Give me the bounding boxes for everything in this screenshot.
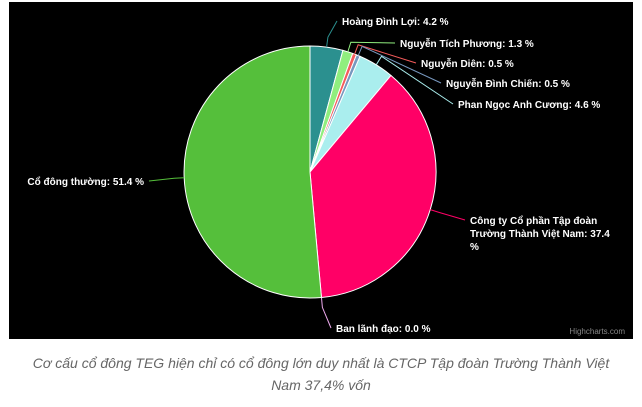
caption-line-1: Cơ cấu cổ đông TEG hiện chỉ có cổ đông l… xyxy=(32,355,610,371)
connector-ban-lanh-dao xyxy=(320,297,332,329)
connector-nguyen-dinh-chien xyxy=(357,45,442,84)
chart-credits[interactable]: Highcharts.com xyxy=(569,327,625,336)
data-label-nguyen-dien: Nguyễn Diên: 0.5 % xyxy=(421,57,514,70)
connector-nguyen-tich-phuong xyxy=(347,41,396,52)
connector-co-dong-thuong xyxy=(148,177,185,182)
data-label-cong-ty-co-phan-tap-doan-truong-thanh-viet-nam: Công ty Cổ phần Tập đoàn Trường Thành Việ… xyxy=(470,215,610,253)
connector-nguyen-dien xyxy=(354,44,417,64)
data-label-co-dong-thuong: Cổ đông thường: 51.4 % xyxy=(27,176,144,188)
pie-slice-co-dong-thuong[interactable] xyxy=(183,45,323,299)
connector-phan-ngoc-anh-cuong xyxy=(375,55,454,105)
data-label-hoang-dinh-loi: Hoàng Đình Lợi: 4.2 % xyxy=(342,17,449,28)
data-label-phan-ngoc-anh-cuong: Phan Ngọc Anh Cương: 4.6 % xyxy=(458,100,600,111)
pie-chart: Hoàng Đình Lợi: 4.2 % Nguyễn Tích Phương:… xyxy=(27,17,610,335)
caption-line-2: Nam 37,4% vốn xyxy=(271,377,371,393)
image-caption: Cơ cấu cổ đông TEG hiện chỉ có cổ đông l… xyxy=(0,352,642,396)
data-label-nguyen-dinh-chien: Nguyễn Đình Chiến: 0.5 % xyxy=(446,77,570,90)
data-label-nguyen-tich-phuong: Nguyễn Tích Phương: 1.3 % xyxy=(400,37,534,50)
chart-container: Hoàng Đình Lợi: 4.2 % Nguyễn Tích Phương:… xyxy=(9,2,633,339)
connector-hoang-dinh-loi xyxy=(326,20,338,48)
connector-cong-ty-co-phan-tap-doan-truong-thanh-viet-nam xyxy=(430,209,466,221)
data-label-ban-lanh-dao: Ban lãnh đạo: 0.0 % xyxy=(336,324,431,335)
